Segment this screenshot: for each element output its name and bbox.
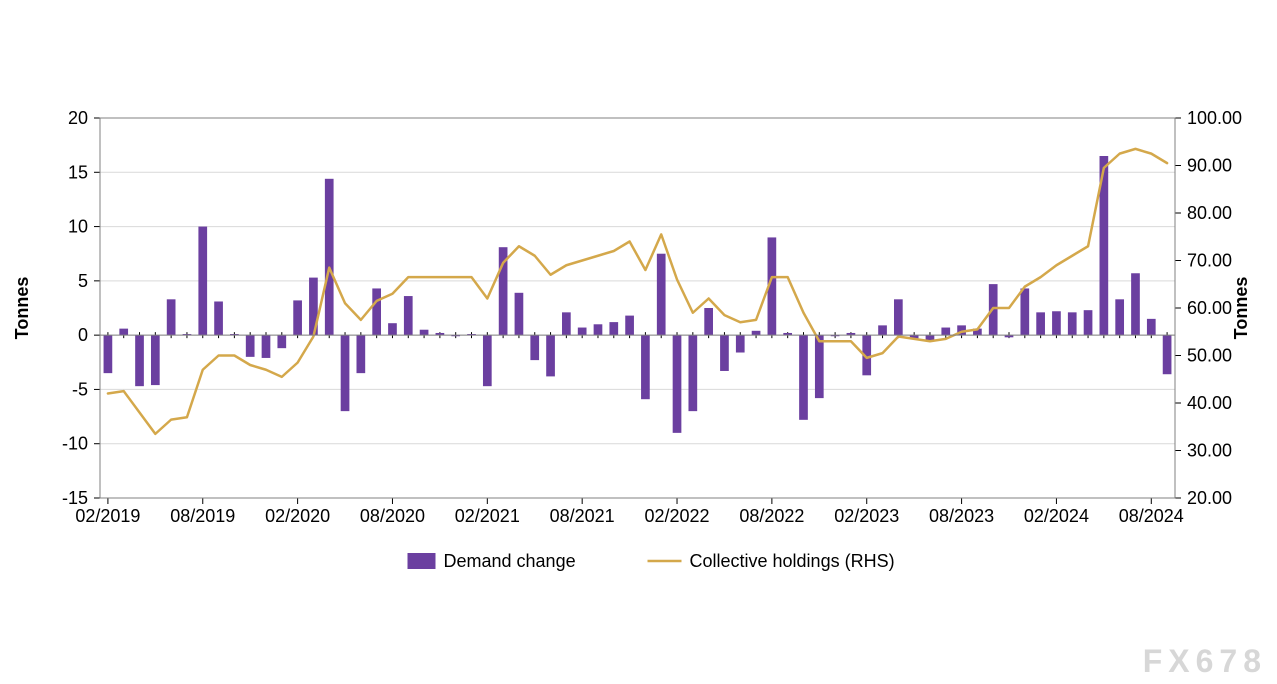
bar bbox=[1084, 310, 1093, 335]
right-tick-label: 70.00 bbox=[1187, 251, 1232, 271]
right-tick-label: 100.00 bbox=[1187, 108, 1242, 128]
left-tick-label: -10 bbox=[62, 434, 88, 454]
bar bbox=[1052, 311, 1061, 335]
watermark: FX678 bbox=[1143, 643, 1267, 680]
x-tick-label: 02/2019 bbox=[75, 506, 140, 526]
bar bbox=[214, 301, 223, 335]
legend-label: Demand change bbox=[444, 551, 576, 571]
bar bbox=[609, 322, 618, 335]
bar bbox=[578, 328, 587, 336]
bar bbox=[420, 330, 429, 335]
bar bbox=[594, 324, 603, 335]
bar bbox=[404, 296, 413, 335]
x-tick-label: 08/2021 bbox=[550, 506, 615, 526]
x-tick-label: 08/2022 bbox=[739, 506, 804, 526]
legend-swatch-bar bbox=[408, 553, 436, 569]
bar bbox=[167, 299, 176, 335]
bar bbox=[546, 335, 555, 376]
bar bbox=[894, 299, 903, 335]
bar bbox=[657, 254, 666, 335]
left-tick-label: -15 bbox=[62, 488, 88, 508]
bar bbox=[799, 335, 808, 420]
bar bbox=[325, 179, 334, 335]
bar bbox=[625, 316, 634, 336]
x-tick-label: 02/2021 bbox=[455, 506, 520, 526]
bar bbox=[878, 325, 887, 335]
chart-root: -15 -10 -5 0 5 10 15 20 20.00 30.00 40.00 50.00 60.0… bbox=[0, 0, 1277, 684]
bar bbox=[815, 335, 824, 398]
right-tick-label: 30.00 bbox=[1187, 441, 1232, 461]
bar bbox=[1147, 319, 1156, 335]
x-tick-label: 08/2023 bbox=[929, 506, 994, 526]
bar bbox=[941, 328, 950, 336]
x-tick-label: 08/2020 bbox=[360, 506, 425, 526]
bar bbox=[736, 335, 745, 352]
x-tick-label: 08/2024 bbox=[1119, 506, 1184, 526]
right-tick-label: 90.00 bbox=[1187, 156, 1232, 176]
plot-area bbox=[100, 118, 1175, 498]
right-tick-label: 40.00 bbox=[1187, 393, 1232, 413]
left-tick-label: -5 bbox=[72, 379, 88, 399]
x-tick-label: 02/2024 bbox=[1024, 506, 1089, 526]
bar bbox=[483, 335, 492, 386]
bar bbox=[562, 312, 571, 335]
bar bbox=[293, 300, 302, 335]
left-tick-label: 10 bbox=[68, 217, 88, 237]
bar bbox=[104, 335, 113, 373]
bar bbox=[356, 335, 365, 373]
bar bbox=[1036, 312, 1045, 335]
bar bbox=[277, 335, 286, 348]
bar bbox=[151, 335, 160, 385]
x-tick-label: 02/2023 bbox=[834, 506, 899, 526]
x-tick-label: 02/2020 bbox=[265, 506, 330, 526]
bar bbox=[1163, 335, 1172, 374]
bar bbox=[1115, 299, 1124, 335]
x-tick-label: 02/2022 bbox=[644, 506, 709, 526]
bar bbox=[135, 335, 144, 386]
bar bbox=[246, 335, 255, 357]
bar bbox=[673, 335, 682, 433]
bar bbox=[752, 331, 761, 335]
right-axis-label: Tonnes bbox=[1231, 277, 1251, 340]
right-tick-label: 20.00 bbox=[1187, 488, 1232, 508]
bar bbox=[720, 335, 729, 371]
bar bbox=[641, 335, 650, 399]
bar bbox=[688, 335, 697, 411]
right-tick-label: 60.00 bbox=[1187, 298, 1232, 318]
bar bbox=[119, 329, 128, 336]
bar bbox=[1131, 273, 1140, 335]
legend: Demand change Collective holdings (RHS) bbox=[408, 551, 895, 571]
bar bbox=[372, 288, 381, 335]
x-tick-label: 08/2019 bbox=[170, 506, 235, 526]
left-tick-label: 0 bbox=[78, 325, 88, 345]
left-tick-label: 5 bbox=[78, 271, 88, 291]
combo-chart: -15 -10 -5 0 5 10 15 20 20.00 30.00 40.00 50.00 60.0… bbox=[0, 0, 1277, 684]
bar bbox=[1068, 312, 1077, 335]
legend-label: Collective holdings (RHS) bbox=[690, 551, 895, 571]
bar bbox=[341, 335, 350, 411]
bar bbox=[1020, 288, 1029, 335]
bar bbox=[198, 227, 207, 336]
bar bbox=[262, 335, 271, 358]
left-tick-label: 15 bbox=[68, 162, 88, 182]
left-axis-label: Tonnes bbox=[12, 277, 32, 340]
bar bbox=[704, 308, 713, 335]
bar bbox=[515, 293, 524, 335]
left-tick-label: 20 bbox=[68, 108, 88, 128]
bar bbox=[530, 335, 539, 360]
right-tick-label: 50.00 bbox=[1187, 346, 1232, 366]
right-tick-label: 80.00 bbox=[1187, 203, 1232, 223]
bar bbox=[388, 323, 397, 335]
